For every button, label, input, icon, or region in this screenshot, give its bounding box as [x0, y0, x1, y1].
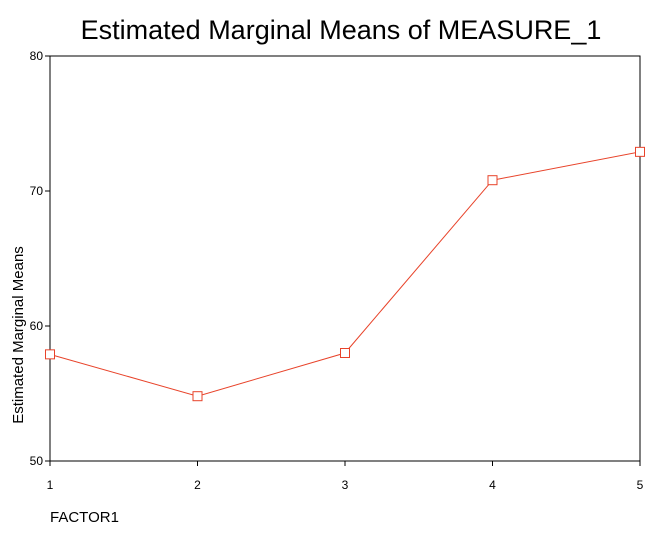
chart-title: Estimated Marginal Means of MEASURE_1: [81, 15, 602, 45]
x-tick-label: 3: [342, 478, 349, 492]
y-tick-label: 60: [30, 319, 44, 333]
x-axis-label: FACTOR1: [50, 509, 119, 526]
y-tick-label: 50: [30, 454, 44, 468]
data-point-marker: [341, 349, 350, 358]
y-axis-ticks: 50 60 70 80: [30, 49, 50, 468]
x-tick-label: 5: [637, 478, 644, 492]
x-tick-label: 2: [194, 478, 201, 492]
data-point-marker: [636, 147, 645, 156]
x-tick-label: 1: [47, 478, 54, 492]
y-axis-label: Estimated Marginal Means: [10, 246, 27, 424]
y-tick-label: 70: [30, 184, 44, 198]
plot-area: [50, 56, 640, 461]
y-tick-label: 80: [30, 49, 44, 63]
data-point-marker: [193, 392, 202, 401]
x-axis-ticks: 1 2 3 4 5: [47, 461, 644, 492]
data-point-marker: [488, 176, 497, 185]
x-tick-label: 4: [489, 478, 496, 492]
data-point-marker: [46, 350, 55, 359]
